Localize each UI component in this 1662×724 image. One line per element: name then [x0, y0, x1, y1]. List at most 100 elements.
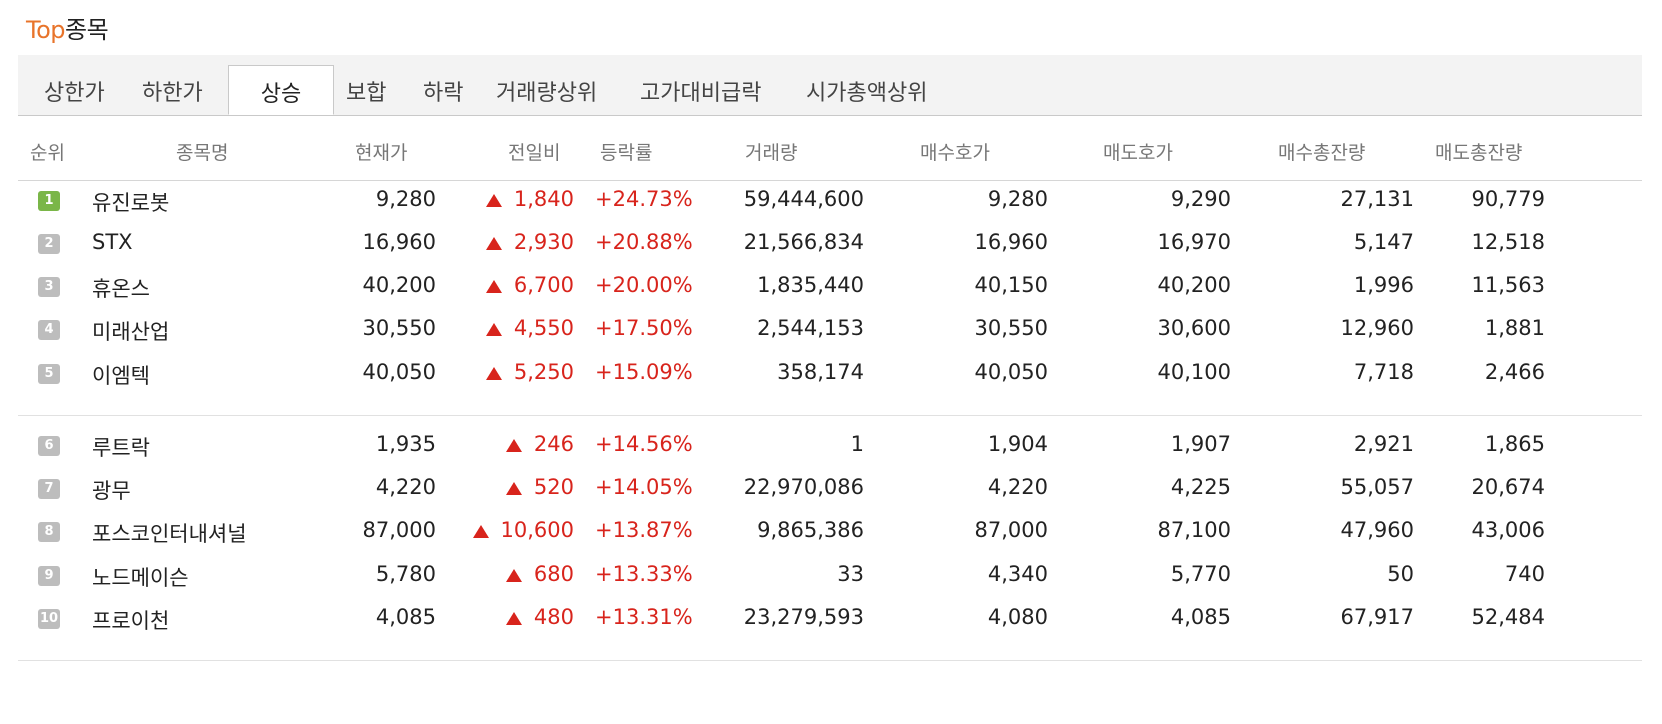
- up-triangle-icon: [485, 280, 502, 293]
- col-change-header: 전일비: [508, 142, 561, 164]
- cell-bid-total: 12,960: [1340, 316, 1414, 340]
- cell-bid-total: 55,057: [1340, 475, 1414, 499]
- cell-volume: 1,835,440: [757, 273, 864, 297]
- rank-badge: 10: [38, 609, 60, 629]
- table-row[interactable]: 3 휴온스 40,200 1,835,440 40,150 40,200 1,996 11,5…: [18, 265, 1642, 311]
- change-value: 1,840: [513, 187, 574, 211]
- stock-name-link[interactable]: STX: [92, 230, 133, 254]
- cell-rate: +13.33%: [595, 562, 693, 586]
- up-triangle-icon: [505, 569, 522, 582]
- cell-change: 6,700: [485, 273, 574, 297]
- cell-bid-total: 2,921: [1353, 432, 1414, 456]
- tab-upper-limit[interactable]: 상한가: [44, 81, 105, 106]
- table-row[interactable]: 8 포스코인터내셔널 87,000 9,865,386 87,000 87,100 47,9…: [18, 510, 1642, 556]
- cell-change: 520: [505, 475, 574, 499]
- cell-volume: 59,444,600: [743, 187, 864, 211]
- col-bid-header: 매수호가: [920, 142, 990, 164]
- table-row[interactable]: 10 프로이천 4,085 23,279,593 4,080 4,085 67,917 52,…: [18, 597, 1642, 643]
- change-value: 6,700: [513, 273, 574, 297]
- cell-change: 680: [505, 562, 574, 586]
- cell-ask-total: 1,865: [1484, 432, 1545, 456]
- cell-ask: 5,770: [1170, 562, 1231, 586]
- tab-falling[interactable]: 하락: [423, 81, 464, 106]
- cell-rate: +14.05%: [595, 475, 693, 499]
- table-header: 순위 종목명 현재가 전일비 등락률 거래량 매수호가 매도호가 매수총잔량 매…: [18, 132, 1642, 181]
- table-row[interactable]: 1 유진로봇 9,280 59,444,600 9,280 9,290 27,131 90,7…: [18, 179, 1642, 225]
- table-row[interactable]: 2 STX 16,960 21,566,834 16,960 16,970 5,147 12,…: [18, 222, 1642, 268]
- cell-volume: 23,279,593: [743, 605, 864, 629]
- stock-name-link[interactable]: 노드메이슨: [92, 566, 189, 590]
- up-triangle-icon: [485, 194, 502, 207]
- tab-bar: 상한가 하한가 상승 보합 하락 거래량상위 고가대비급락 시가총액상위: [18, 55, 1642, 116]
- cell-bid: 1,904: [987, 432, 1048, 456]
- cell-ask: 9,290: [1170, 187, 1231, 211]
- table-row[interactable]: 6 루트락 1,935 1 1,904 1,907 2,921 1,865 246 +14.56%: [18, 424, 1642, 470]
- stock-name-link[interactable]: 프로이천: [92, 609, 170, 633]
- cell-rate: +13.87%: [595, 518, 693, 542]
- col-name-header: 종목명: [176, 142, 229, 164]
- table-row[interactable]: 9 노드메이슨 5,780 33 4,340 5,770 50 740 680 +13.33%: [18, 554, 1642, 600]
- cell-rate: +20.00%: [595, 273, 693, 297]
- cell-bid: 4,340: [987, 562, 1048, 586]
- cell-bid-total: 27,131: [1340, 187, 1414, 211]
- col-ask-total-header: 매도총잔량: [1435, 142, 1523, 164]
- up-triangle-icon: [505, 439, 522, 452]
- rank-badge: 2: [38, 234, 60, 254]
- cell-price: 40,200: [362, 273, 436, 297]
- tab-lower-limit[interactable]: 하한가: [142, 81, 203, 106]
- stock-name-link[interactable]: 휴온스: [92, 277, 150, 301]
- cell-ask: 1,907: [1170, 432, 1231, 456]
- col-ask-header: 매도호가: [1103, 142, 1173, 164]
- rank-badge: 7: [38, 479, 60, 499]
- cell-bid: 40,050: [974, 360, 1048, 384]
- cell-volume: 9,865,386: [757, 518, 864, 542]
- col-volume-header: 거래량: [745, 142, 798, 164]
- col-rate-header: 등락률: [600, 142, 653, 164]
- cell-change: 10,600: [472, 518, 574, 542]
- cell-price: 16,960: [362, 230, 436, 254]
- cell-volume: 358,174: [777, 360, 864, 384]
- rank-badge: 3: [38, 277, 60, 297]
- cell-change: 2,930: [485, 230, 574, 254]
- cell-rate: +20.88%: [595, 230, 693, 254]
- cell-rate: +13.31%: [595, 605, 693, 629]
- cell-volume: 22,970,086: [743, 475, 864, 499]
- cell-ask-total: 1,881: [1484, 316, 1545, 340]
- tab-top-market-cap[interactable]: 시가총액상위: [806, 81, 928, 106]
- stock-name-link[interactable]: 이엠텍: [92, 364, 150, 388]
- cell-bid-total: 47,960: [1340, 518, 1414, 542]
- cell-volume: 33: [837, 562, 864, 586]
- tab-top-volume[interactable]: 거래량상위: [496, 81, 598, 106]
- cell-ask: 4,085: [1170, 605, 1231, 629]
- change-value: 2,930: [513, 230, 574, 254]
- stock-name-link[interactable]: 광무: [92, 479, 131, 503]
- section-title-text: 종목: [65, 16, 109, 44]
- cell-bid: 4,220: [987, 475, 1048, 499]
- change-value: 480: [533, 605, 574, 629]
- stock-name-link[interactable]: 루트락: [92, 436, 150, 460]
- tab-rising[interactable]: 상승: [228, 65, 334, 115]
- table-row[interactable]: 7 광무 4,220 22,970,086 4,220 4,225 55,057 20,674…: [18, 467, 1642, 513]
- stock-name-link[interactable]: 유진로봇: [92, 191, 170, 215]
- cell-bid: 30,550: [974, 316, 1048, 340]
- stock-name-link[interactable]: 포스코인터내셔널: [92, 522, 247, 546]
- cell-price: 1,935: [375, 432, 436, 456]
- change-value: 10,600: [500, 518, 574, 542]
- cell-ask-total: 12,518: [1471, 230, 1545, 254]
- cell-price: 5,780: [375, 562, 436, 586]
- col-rank-header: 순위: [30, 142, 65, 164]
- stock-name-link[interactable]: 미래산업: [92, 320, 170, 344]
- cell-price: 4,220: [375, 475, 436, 499]
- tab-flat[interactable]: 보합: [346, 81, 387, 106]
- table-row[interactable]: 5 이엠텍 40,050 358,174 40,050 40,100 7,718 2,466 5…: [18, 352, 1642, 398]
- tab-drop-from-high[interactable]: 고가대비급락: [640, 81, 762, 106]
- cell-ask-total: 43,006: [1471, 518, 1545, 542]
- cell-ask: 40,100: [1157, 360, 1231, 384]
- cell-bid-total: 67,917: [1340, 605, 1414, 629]
- rank-badge: 9: [38, 566, 60, 586]
- cell-ask-total: 90,779: [1471, 187, 1545, 211]
- cell-bid: 9,280: [987, 187, 1048, 211]
- group-divider: [18, 415, 1642, 416]
- cell-volume: 1: [850, 432, 864, 456]
- table-row[interactable]: 4 미래산업 30,550 2,544,153 30,550 30,600 12,960 1,…: [18, 308, 1642, 354]
